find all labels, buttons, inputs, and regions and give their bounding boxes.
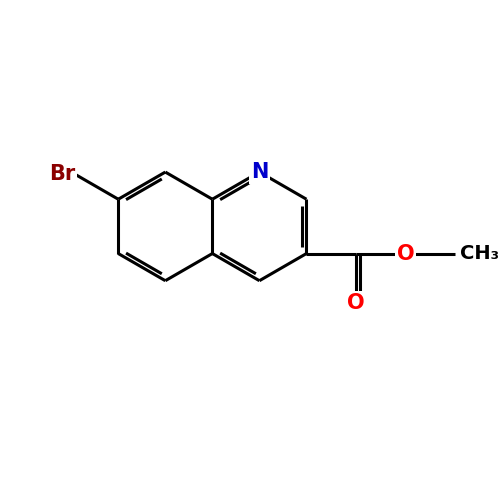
Text: O: O — [397, 244, 414, 264]
Text: O: O — [347, 293, 365, 313]
Text: N: N — [250, 162, 268, 182]
Text: CH₃: CH₃ — [460, 244, 499, 263]
Text: Br: Br — [49, 164, 76, 184]
